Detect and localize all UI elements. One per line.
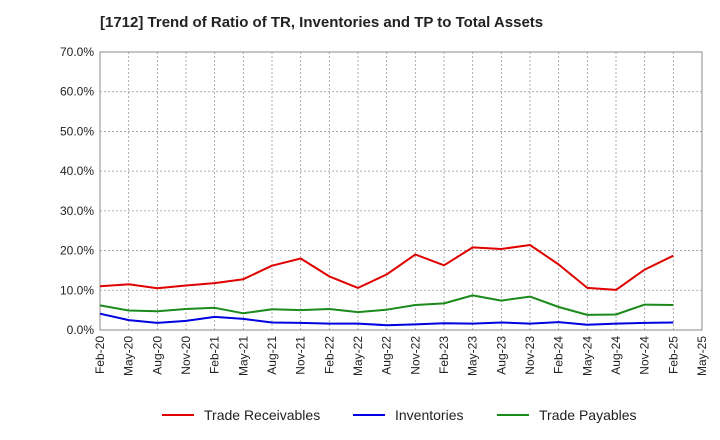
axes: 0.0% 10.0% 20.0% 30.0% 40.0% 50.0% 60.0% 70.0% F…	[60, 45, 709, 376]
legend: Trade Receivables Inventories Trade Payabl…	[162, 407, 637, 423]
x-tick-label: Feb-24	[552, 336, 566, 374]
y-tick-label: 40.0%	[60, 164, 94, 178]
x-tick-label: May-22	[351, 336, 365, 376]
x-tick-label: May-20	[122, 336, 136, 376]
trade-receivables-legend-label: Trade Receivables	[204, 407, 320, 423]
y-tick-label: 10.0%	[60, 283, 94, 297]
x-tick-label: May-21	[236, 336, 250, 376]
trade-payables-line	[99, 294, 674, 316]
x-tick-label: Aug-21	[265, 336, 279, 375]
inventories-legend-label: Inventories	[395, 407, 463, 423]
x-tick-label: May-25	[695, 336, 709, 376]
plot-frame	[99, 51, 703, 331]
x-tick-label: Feb-20	[93, 336, 107, 374]
x-tick-label: Aug-20	[150, 336, 164, 375]
x-tick-label: Nov-24	[638, 336, 652, 375]
x-tick-label: Aug-22	[380, 336, 394, 375]
y-tick-label: 60.0%	[60, 85, 94, 99]
x-tick-label: Feb-21	[208, 336, 222, 374]
trade-receivables-line	[99, 244, 674, 291]
y-tick-label: 20.0%	[60, 244, 94, 258]
x-tick-label: Nov-22	[408, 336, 422, 375]
inventories-line	[99, 312, 674, 327]
grid	[99, 51, 703, 331]
series-lines	[99, 244, 674, 327]
trade-payables-legend-label: Trade Payables	[539, 407, 637, 423]
x-tick-label: Nov-23	[523, 336, 537, 375]
y-tick-label: 30.0%	[60, 204, 94, 218]
x-tick-label: Feb-22	[322, 336, 336, 374]
chart-title: [1712] Trend of Ratio of TR, Inventories…	[100, 14, 544, 31]
y-tick-label: 0.0%	[67, 323, 95, 337]
x-tick-label: May-24	[580, 336, 594, 376]
x-tick-label: Aug-23	[494, 336, 508, 375]
x-tick-label: Feb-25	[666, 336, 680, 374]
x-tick-label: May-23	[466, 336, 480, 376]
x-tick-label: Feb-23	[437, 336, 451, 374]
x-tick-label: Aug-24	[609, 336, 623, 375]
y-tick-label: 50.0%	[60, 124, 94, 138]
y-tick-label: 70.0%	[60, 45, 94, 59]
x-tick-label: Nov-20	[179, 336, 193, 375]
x-tick-label: Nov-21	[294, 336, 308, 375]
